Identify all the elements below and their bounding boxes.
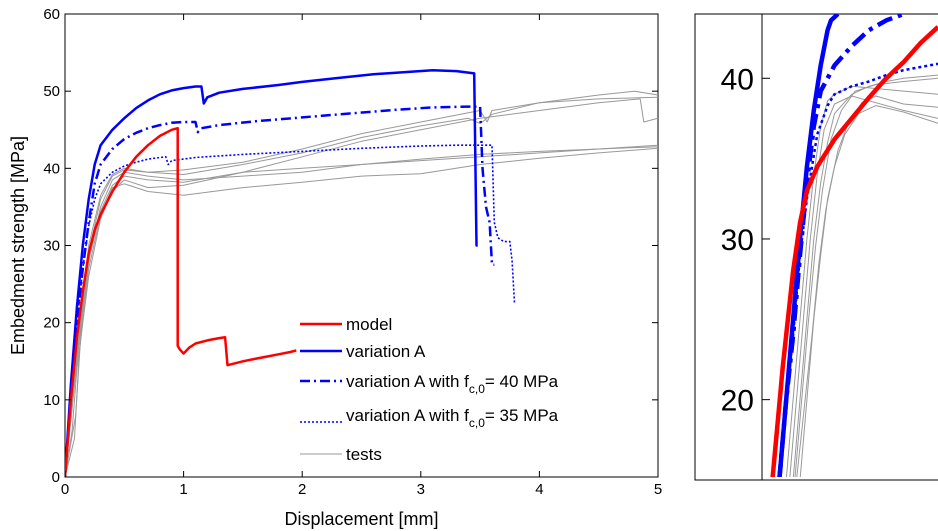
main-plot-frame	[64, 13, 659, 478]
x-tick-label: 0	[61, 481, 69, 498]
legend-sym-40: f	[464, 372, 469, 391]
legend: model variation A variation A with fc,0=…	[300, 315, 559, 464]
y-tick-label: 50	[43, 83, 60, 100]
zoom-series-line-5	[789, 95, 938, 477]
legend-text-40: variation A with	[346, 372, 464, 391]
zoom-plot: 20 30 40	[694, 13, 938, 481]
main-series-group	[65, 69, 658, 477]
x-axis-label: Displacement [mm]	[284, 509, 438, 529]
zoom-series-line-1	[777, 14, 905, 477]
zoom-y-tick-label: 20	[721, 385, 754, 418]
x-tick-label: 3	[417, 481, 425, 498]
legend-label-tests: tests	[346, 445, 382, 464]
series-line-8	[65, 96, 658, 477]
series-line-1	[65, 69, 478, 477]
legend-tail-35: = 35 MPa	[485, 406, 559, 425]
y-tick-label: 40	[43, 160, 60, 177]
legend-text-35: variation A with	[346, 406, 464, 425]
y-tick-label: 60	[43, 6, 60, 23]
legend-label-variation-a-35: variation A with fc,0= 35 MPa	[346, 406, 559, 430]
zoom-series-line-7	[794, 77, 938, 477]
legend-label-model: model	[346, 315, 392, 334]
legend-label-variation-a: variation A	[346, 342, 426, 361]
x-tick-label: 2	[298, 481, 306, 498]
y-tick-label: 30	[43, 238, 60, 255]
series-line-0	[65, 126, 297, 477]
x-tick-label: 4	[535, 481, 543, 498]
x-tick-label: 5	[654, 481, 662, 498]
x-tick-label: 1	[179, 481, 187, 498]
legend-sub-35: c,0	[469, 416, 485, 430]
zoom-ticks-group: 20 30 40	[721, 63, 770, 418]
y-tick-label: 20	[43, 315, 60, 332]
zoom-y-tick-label: 40	[721, 63, 754, 96]
series-line-3	[65, 144, 516, 477]
zoom-series-line-3	[770, 25, 938, 477]
series-line-5	[65, 147, 658, 477]
y-tick-label: 10	[43, 392, 60, 409]
zoom-series-line-8	[799, 95, 938, 477]
zoom-series-line-9	[796, 105, 938, 477]
zoom-series-line-6	[792, 74, 938, 477]
legend-tail-40: = 40 MPa	[485, 372, 559, 391]
legend-sym-35: f	[464, 406, 469, 425]
zoom-y-tick-label: 30	[721, 224, 754, 257]
legend-label-variation-a-40: variation A with fc,0= 40 MPa	[346, 372, 559, 396]
y-tick-label: 0	[52, 469, 60, 486]
zoom-series-group	[770, 14, 938, 477]
series-line-2	[65, 105, 495, 477]
y-axis-label: Embedment strength [MPa]	[8, 136, 28, 355]
series-line-9	[65, 146, 658, 477]
legend-sub-40: c,0	[469, 382, 485, 396]
